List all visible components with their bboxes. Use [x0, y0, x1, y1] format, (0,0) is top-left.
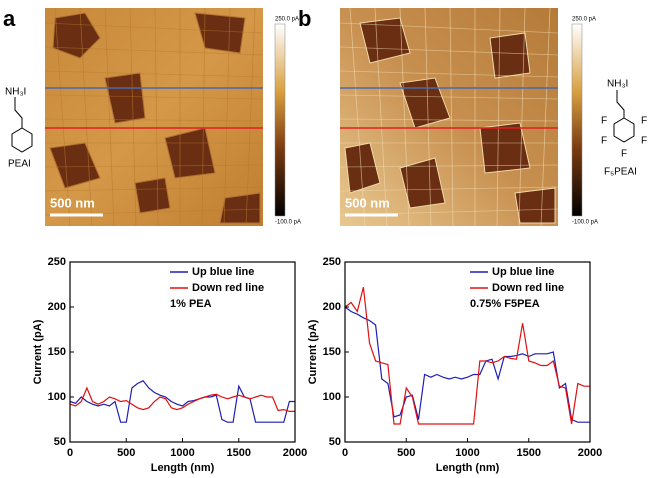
x-axis-label: Length (nm) [151, 462, 215, 474]
grain-boundary [44, 46, 264, 56]
grain-boundary [44, 164, 264, 168]
grain-boundary [44, 94, 264, 100]
atom-label: F [601, 136, 607, 147]
grain [399, 77, 451, 129]
grain-boundary [154, 7, 159, 227]
grain [489, 32, 531, 79]
grain-boundary [374, 7, 388, 227]
data-line [344, 306, 590, 423]
grain-boundary [54, 7, 71, 227]
grain [219, 192, 261, 224]
x-tick-label: 1500 [227, 447, 251, 459]
panel-label: b [298, 6, 311, 31]
y-tick-label: 150 [323, 346, 341, 358]
molecule-name: PEAI [8, 159, 31, 170]
benzene [11, 127, 33, 153]
grain-boundary [245, 7, 256, 227]
grain-boundary [79, 7, 93, 227]
grain-boundary [339, 164, 559, 168]
grain-boundary [339, 22, 559, 34]
y-tick-label: 50 [54, 436, 66, 448]
chain [14, 97, 23, 128]
grain-boundary [540, 7, 551, 227]
y-axis-label: Current (pA) [32, 319, 44, 384]
annotation: 0.75% F5PEA [470, 298, 540, 310]
scale-bar-label: 500 nm [50, 195, 95, 210]
data-line [69, 386, 295, 412]
grain [479, 122, 531, 174]
grain-boundary [44, 70, 264, 78]
grain-boundary [518, 7, 526, 227]
molecule-group: NH₃I [5, 87, 26, 98]
grain [134, 177, 171, 214]
molecule-group: NH₃I [607, 79, 628, 90]
grain [49, 142, 101, 189]
panel-label: a [3, 6, 16, 31]
legend-label: Up blue line [492, 266, 554, 278]
scale-bar-label: 500 nm [345, 195, 390, 210]
legend-label: Down red line [492, 282, 564, 294]
y-tick-label: 200 [48, 301, 66, 313]
colorbar-min: -100.0 pA [275, 220, 301, 226]
grain [104, 72, 146, 124]
grain-boundary [339, 46, 559, 56]
y-tick-label: 250 [48, 256, 66, 268]
grain-boundary [339, 70, 559, 78]
legend-label: Down red line [192, 282, 264, 294]
grain-boundary [496, 7, 501, 227]
grain-boundary [223, 7, 231, 227]
x-tick-label: 1000 [170, 447, 194, 459]
atom-label: F [601, 116, 607, 127]
atom-label: F [641, 116, 647, 127]
grain-boundary [339, 94, 559, 100]
y-axis-label: Current (pA) [307, 319, 319, 384]
grain [344, 142, 381, 194]
benzene [613, 117, 635, 143]
y-tick-label: 200 [323, 301, 341, 313]
chain [616, 90, 625, 118]
x-tick-label: 1000 [455, 447, 479, 459]
x-tick-label: 2000 [283, 447, 307, 459]
y-tick-label: 100 [323, 391, 341, 403]
y-tick-label: 50 [329, 436, 341, 448]
data-line [344, 287, 590, 425]
colorbar-max: 250.0 pA [572, 17, 596, 23]
y-tick-label: 100 [48, 391, 66, 403]
annotation: 1% PEA [170, 298, 212, 310]
y-tick-label: 250 [323, 256, 341, 268]
x-tick-label: 1500 [517, 447, 541, 459]
colorbar-min: -100.0 pA [572, 220, 598, 226]
colorbar-max: 250.0 pA [275, 17, 299, 23]
x-tick-label: 0 [67, 447, 73, 459]
legend-label: Up blue line [192, 266, 254, 278]
atom-label: F [641, 136, 647, 147]
grain [399, 157, 446, 209]
grain-boundary [201, 7, 206, 227]
x-tick-label: 2000 [578, 447, 602, 459]
x-tick-label: 500 [397, 447, 415, 459]
x-axis-label: Length (nm) [436, 462, 500, 474]
grain-boundary [349, 7, 366, 227]
grain-boundary [44, 22, 264, 34]
grain [359, 17, 411, 64]
colorbar [274, 23, 286, 217]
grain-boundary [449, 7, 454, 227]
x-tick-label: 500 [117, 447, 135, 459]
x-tick-label: 0 [342, 447, 348, 459]
grain [194, 12, 246, 54]
colorbar [571, 23, 583, 217]
molecule-name: F₅PEAI [604, 167, 637, 178]
data-line [69, 380, 295, 423]
grain-boundary [44, 186, 264, 192]
grain-boundary [339, 186, 559, 192]
grain [514, 187, 556, 224]
y-tick-label: 150 [48, 346, 66, 358]
atom-label: F [621, 149, 627, 160]
